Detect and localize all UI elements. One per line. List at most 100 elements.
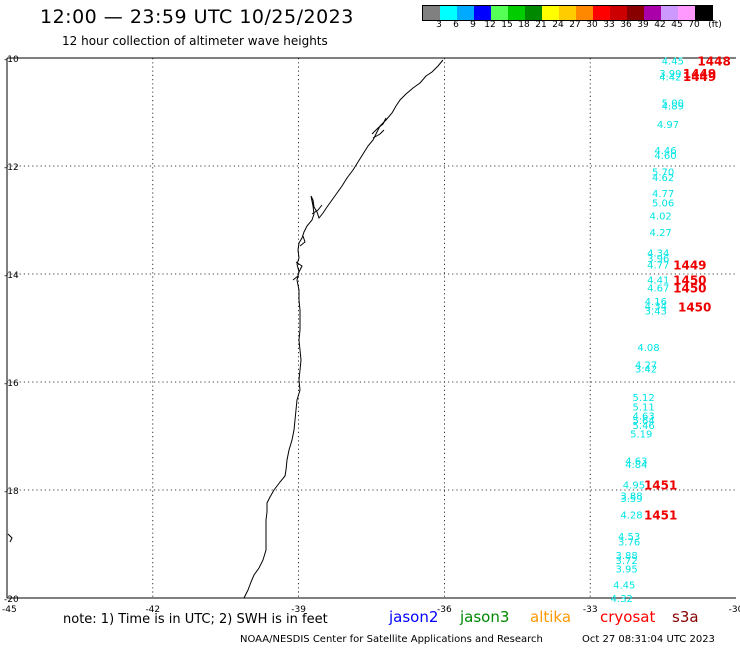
color-legend-labels: 3 6 9 12 15 18 21 24 27 30 33 36 39 42 45 70 (ft) xyxy=(422,20,740,34)
legend-label: 42 xyxy=(654,20,666,30)
wave-height-value: 3.88 xyxy=(620,491,642,502)
legend-swatch xyxy=(644,6,661,20)
wave-height-value: 3.59 xyxy=(620,494,642,505)
pass-time-label: 1449 xyxy=(683,70,716,84)
wave-height-value: 4.02 xyxy=(650,212,672,223)
wave-height-value: 4.32 xyxy=(611,594,633,605)
wave-height-value: 4.41 xyxy=(647,275,669,286)
wave-height-value: 4.89 xyxy=(662,102,684,113)
color-legend xyxy=(422,5,713,21)
pass-time-label: 1450 xyxy=(673,282,706,296)
legend-swatch xyxy=(508,6,525,20)
pass-time-label: 1448 xyxy=(697,55,730,69)
wave-height-value: 4.27 xyxy=(650,228,672,239)
pass-time-label: 1450 xyxy=(673,273,706,287)
wave-height-value: 5.70 xyxy=(652,167,674,178)
wave-height-value: 5.64 xyxy=(633,416,655,427)
lat-tick-label: -16 xyxy=(4,379,19,389)
legend-swatch xyxy=(576,6,593,20)
wave-height-value: 4.63 xyxy=(633,411,655,422)
lon-tick-label: -33 xyxy=(583,605,598,615)
legend-swatch xyxy=(559,6,576,20)
page-subtitle: 12 hour collection of altimeter wave hei… xyxy=(62,34,328,48)
footer-timestamp: Oct 27 08:31:04 UTC 2023 xyxy=(582,634,715,645)
legend-label: 12 xyxy=(484,20,496,30)
pass-time-label: 1450 xyxy=(678,300,711,314)
wave-height-value: 4.62 xyxy=(652,173,674,184)
legend-label: 21 xyxy=(535,20,547,30)
wave-height-value: 5.19 xyxy=(630,429,652,440)
lat-tick-label: -18 xyxy=(4,487,19,497)
wave-height-value: 4.16 xyxy=(645,297,667,308)
satellite-cryosat: cryosat xyxy=(600,608,656,626)
wave-height-value: 5.11 xyxy=(633,402,655,413)
legend-label: 3 xyxy=(436,20,442,30)
wave-height-value: 4.84 xyxy=(625,460,647,471)
legend-swatch xyxy=(610,6,627,20)
lon-tick-label: -39 xyxy=(291,605,306,615)
map-frame xyxy=(6,57,736,599)
legend-label: 27 xyxy=(569,20,581,30)
wave-height-value: 5.00 xyxy=(662,98,684,109)
wave-height-value: 5.12 xyxy=(633,393,655,404)
legend-label: (ft) xyxy=(708,20,722,30)
wave-height-value: 4.45 xyxy=(662,57,684,68)
pass-time-label: 1451 xyxy=(644,508,677,522)
wave-height-value: 4.45 xyxy=(613,581,635,592)
wave-height-value: 4.77 xyxy=(647,260,669,271)
lon-tick-label: -42 xyxy=(145,605,160,615)
legend-swatch xyxy=(491,6,508,20)
wave-height-value: 4.53 xyxy=(618,532,640,543)
legend-label: 9 xyxy=(470,20,476,30)
legend-label: 30 xyxy=(586,20,598,30)
legend-label: 33 xyxy=(603,20,615,30)
legend-swatch xyxy=(457,6,474,20)
legend-swatch xyxy=(525,6,542,20)
legend-label: 15 xyxy=(501,20,513,30)
wave-height-value: 4.95 xyxy=(623,481,645,492)
lon-tick-label: -30 xyxy=(729,605,740,615)
legend-swatch xyxy=(695,6,712,20)
lat-tick-label: -10 xyxy=(4,55,19,65)
legend-label: 18 xyxy=(518,20,530,30)
legend-swatch xyxy=(661,6,678,20)
lat-tick-label: -20 xyxy=(4,595,19,605)
lat-tick-label: -14 xyxy=(4,271,19,281)
wave-height-value: 4.63 xyxy=(625,456,647,467)
wave-height-value: 4.97 xyxy=(657,120,679,131)
wave-height-value: 3.76 xyxy=(618,537,640,548)
legend-label: 45 xyxy=(671,20,683,30)
satellite-altika: altika xyxy=(530,608,572,626)
satellite-jason3: jason3 xyxy=(460,608,510,626)
legend-label: 24 xyxy=(552,20,564,30)
legend-swatch xyxy=(474,6,491,20)
legend-swatch xyxy=(593,6,610,20)
lon-tick-label: -45 xyxy=(2,605,17,615)
coastline-inlet xyxy=(7,117,387,543)
wave-height-values: 4.453.994.425.004.894.974.464.605.704.62… xyxy=(611,57,684,605)
wave-height-value: 4.34 xyxy=(645,301,667,312)
map-grid: -45 -42 -39 -36 -33 -30 -10 -12 -14 -16 -18 -20 xyxy=(2,55,740,615)
pass-time-label: 1449 xyxy=(683,67,716,81)
legend-label: 39 xyxy=(637,20,649,30)
wave-height-value: 4.34 xyxy=(647,248,669,259)
wave-height-value: 3.95 xyxy=(616,564,638,575)
legend-swatch xyxy=(627,6,644,20)
wave-height-value: 4.28 xyxy=(620,510,642,521)
legend-swatch xyxy=(542,6,559,20)
wave-height-value: 3.99 xyxy=(659,69,681,80)
wave-height-value: 4.60 xyxy=(654,151,676,162)
satellite-jason2: jason2 xyxy=(389,608,439,626)
wave-height-value: 3.43 xyxy=(645,307,667,318)
units-note: note: 1) Time is in UTC; 2) SWH is in fe… xyxy=(63,612,328,627)
legend-label: 36 xyxy=(620,20,632,30)
footer-credit: NOAA/NESDIS Center for Satellite Applica… xyxy=(240,634,543,645)
wave-height-value: 4.42 xyxy=(659,72,681,83)
legend-label: 6 xyxy=(453,20,459,30)
satellite-s3a: s3a xyxy=(672,608,699,626)
wave-height-value: 4.67 xyxy=(647,284,669,295)
lat-tick-label: -12 xyxy=(4,163,19,173)
brazil-coastline xyxy=(243,59,444,599)
